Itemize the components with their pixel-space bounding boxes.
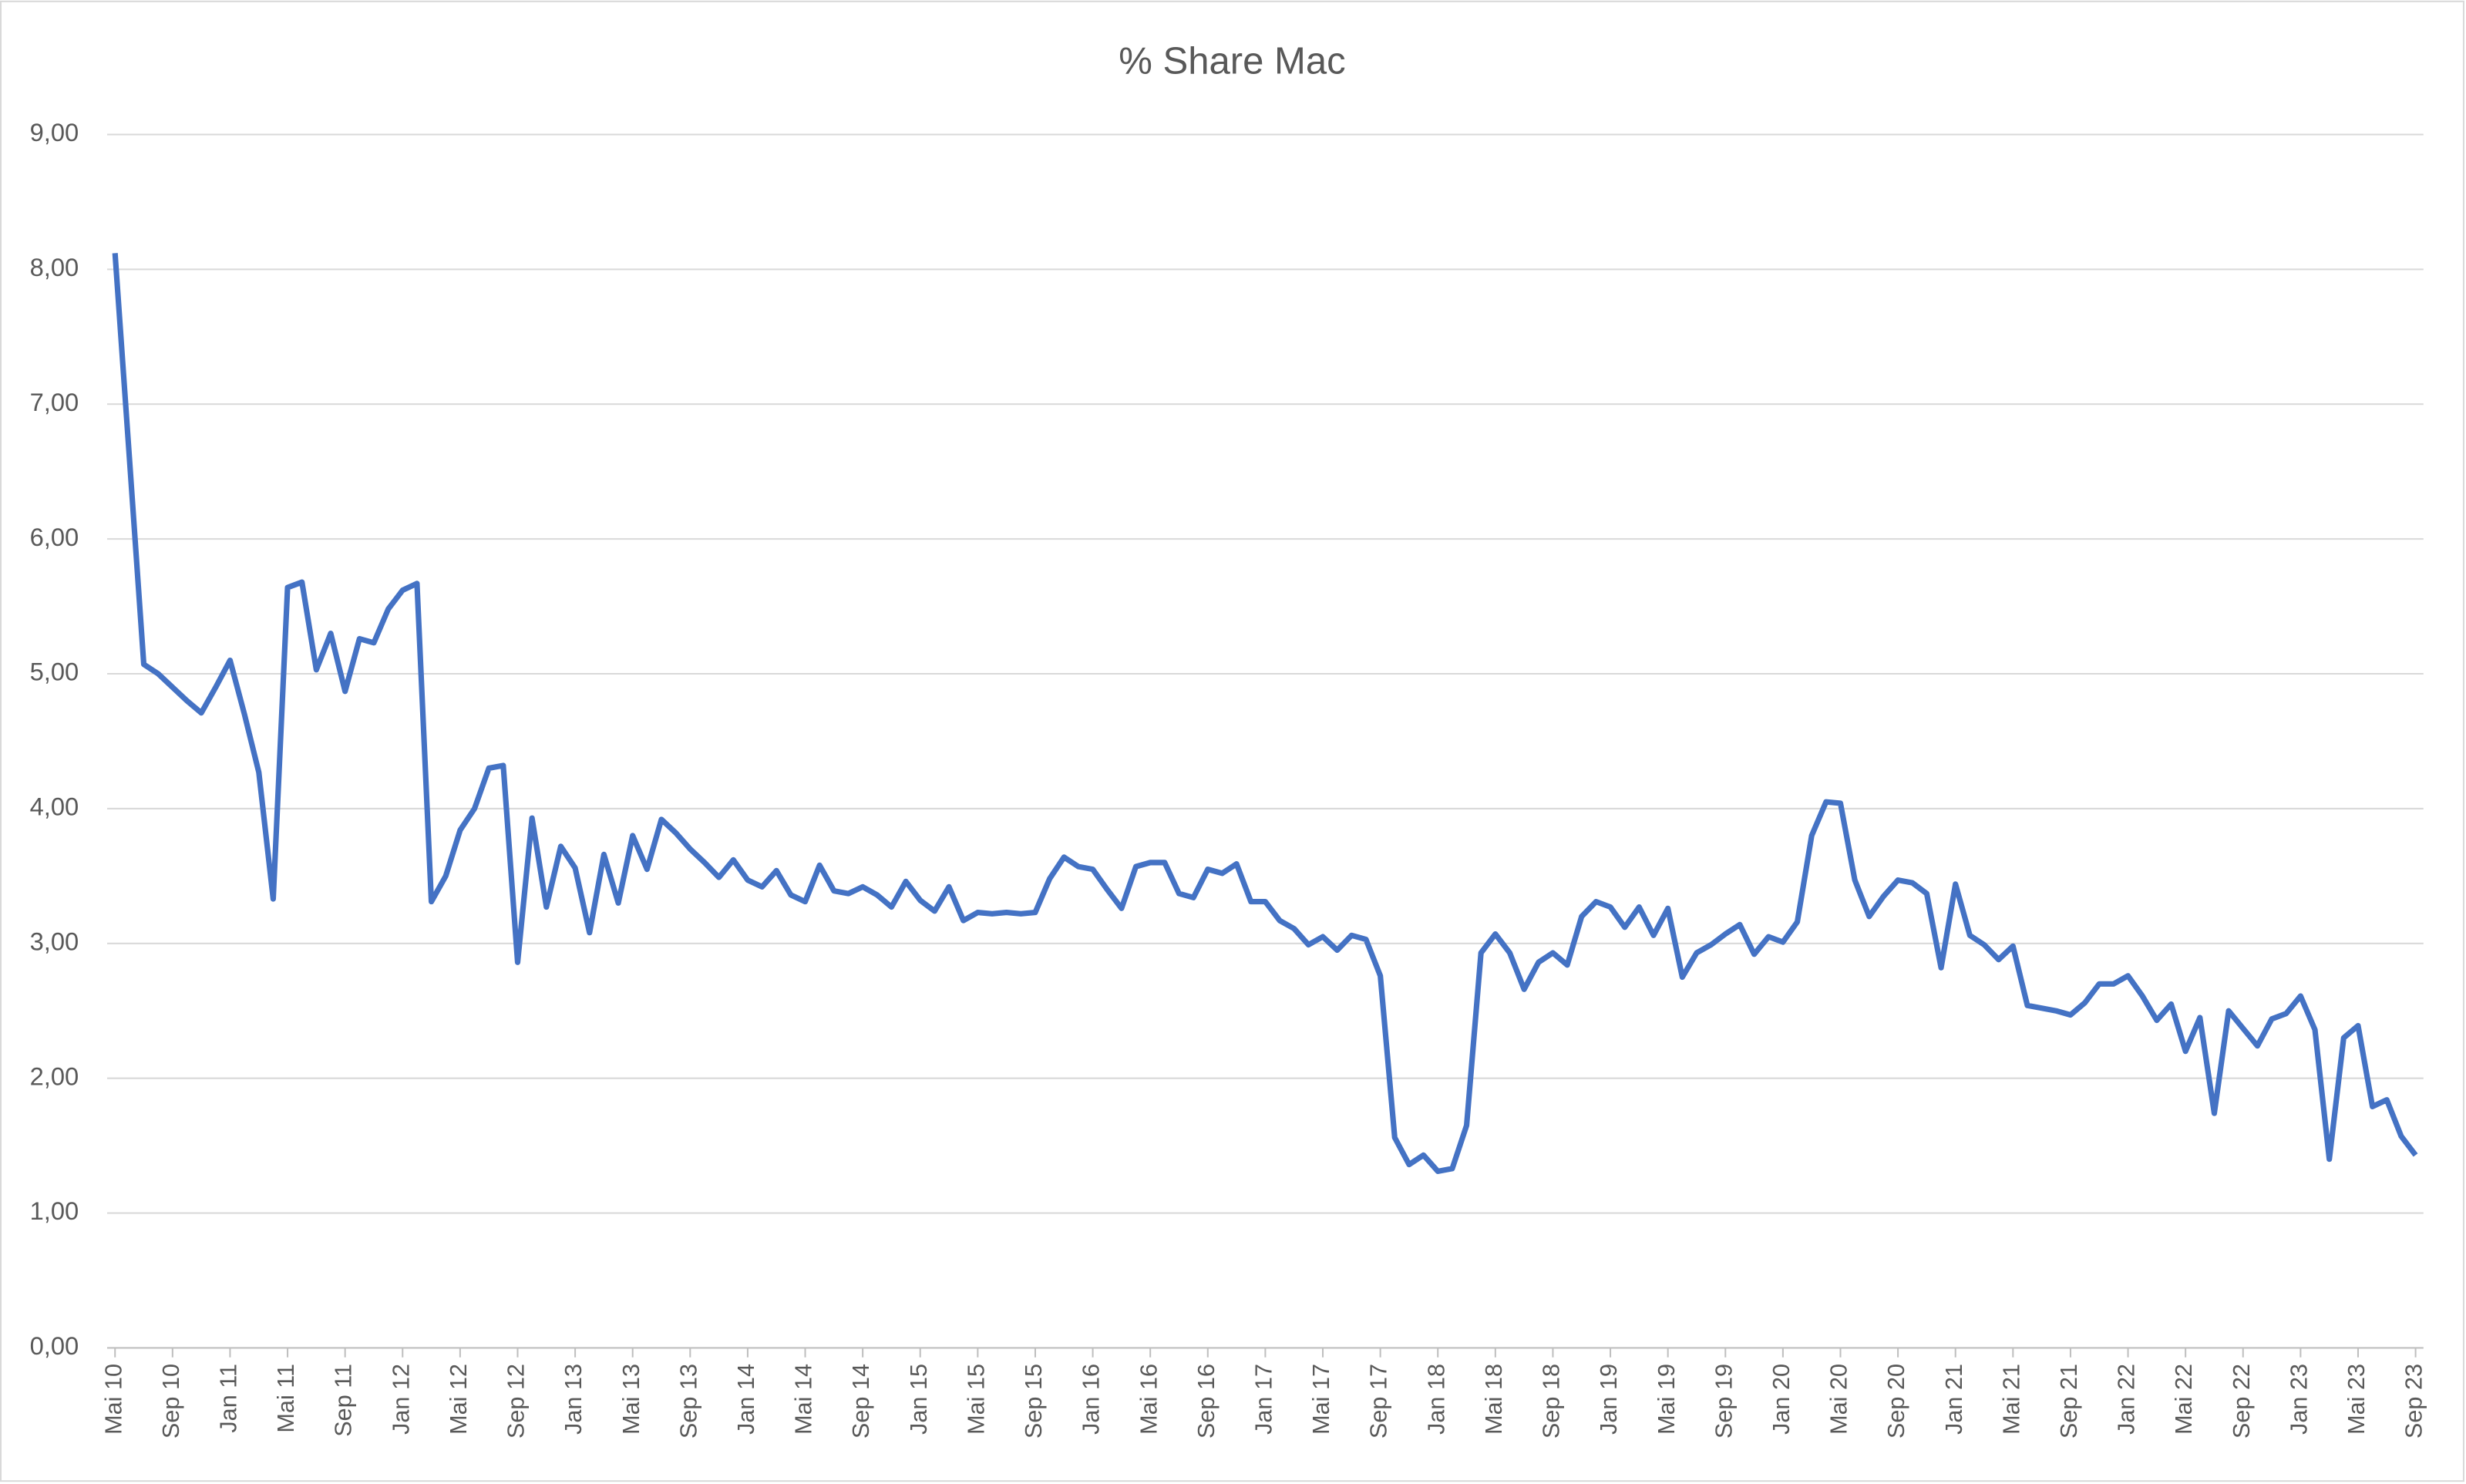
- x-tick-label: Mai 11: [273, 1364, 299, 1433]
- x-tick-label: Sep 17: [1366, 1364, 1392, 1439]
- x-tick-label: Mai 19: [1654, 1364, 1680, 1435]
- y-tick-label: 3,00: [30, 927, 79, 955]
- x-tick-label: Mai 20: [1826, 1364, 1852, 1435]
- y-tick-label: 9,00: [30, 118, 79, 146]
- x-tick-label: Jan 12: [388, 1364, 414, 1435]
- x-tick-label: Sep 13: [675, 1364, 701, 1439]
- y-tick-label: 5,00: [30, 658, 79, 686]
- x-tick-label: Sep 16: [1193, 1364, 1220, 1439]
- x-tick-label: Mai 22: [2171, 1364, 2197, 1435]
- x-tick-label: Jan 23: [2286, 1364, 2312, 1435]
- x-tick-label: Jan 21: [1941, 1364, 1967, 1435]
- x-tick-label: Sep 19: [1711, 1364, 1737, 1439]
- y-tick-label: 6,00: [30, 523, 79, 551]
- x-tick-label: Mai 13: [618, 1364, 644, 1435]
- x-tick-label: Sep 20: [1883, 1364, 1909, 1439]
- x-tick-label: Sep 23: [2401, 1364, 2427, 1439]
- x-tick-label: Jan 17: [1250, 1364, 1277, 1435]
- x-tick-label: Jan 11: [216, 1364, 242, 1433]
- x-tick-label: Jan 20: [1768, 1364, 1795, 1435]
- x-tick-label: Mai 23: [2343, 1364, 2370, 1435]
- x-tick-label: Sep 11: [331, 1364, 357, 1437]
- y-tick-label: 0,00: [30, 1331, 79, 1360]
- x-tick-label: Sep 22: [2229, 1364, 2255, 1439]
- x-tick-label: Mai 17: [1308, 1364, 1334, 1435]
- x-tick-label: Mai 12: [446, 1364, 472, 1435]
- y-tick-label: 8,00: [30, 253, 79, 281]
- x-tick-label: Mai 16: [1135, 1364, 1162, 1435]
- y-tick-label: 1,00: [30, 1196, 79, 1225]
- x-tick-label: Mai 15: [963, 1364, 989, 1435]
- x-tick-label: Jan 13: [560, 1364, 587, 1435]
- x-tick-label: Mai 18: [1481, 1364, 1507, 1435]
- x-tick-label: Jan 18: [1423, 1364, 1449, 1435]
- x-tick-label: Jan 16: [1078, 1364, 1105, 1435]
- data-line: [112, 253, 2418, 1174]
- y-tick-label: 2,00: [30, 1062, 79, 1090]
- y-tick-label: 4,00: [30, 792, 79, 821]
- x-tick-label: Jan 19: [1596, 1364, 1622, 1435]
- x-tick-label: Sep 14: [848, 1364, 874, 1439]
- x-tick-label: Jan 14: [733, 1364, 759, 1435]
- x-tick-label: Sep 21: [2056, 1364, 2082, 1439]
- x-tick-label: Jan 22: [2114, 1364, 2140, 1435]
- x-tick-label: Mai 14: [791, 1364, 817, 1435]
- y-tick-label: 7,00: [30, 388, 79, 416]
- x-tick-label: Mai 10: [100, 1364, 126, 1435]
- chart-title: % Share Mac: [1119, 40, 1345, 82]
- x-tick-label: Sep 10: [158, 1364, 184, 1439]
- x-tick-label: Sep 18: [1539, 1364, 1565, 1439]
- x-tick-label: Mai 21: [1998, 1364, 2024, 1435]
- x-tick-label: Jan 15: [906, 1364, 932, 1435]
- x-tick-label: Sep 12: [503, 1364, 530, 1439]
- x-tick-label: Sep 15: [1021, 1364, 1047, 1439]
